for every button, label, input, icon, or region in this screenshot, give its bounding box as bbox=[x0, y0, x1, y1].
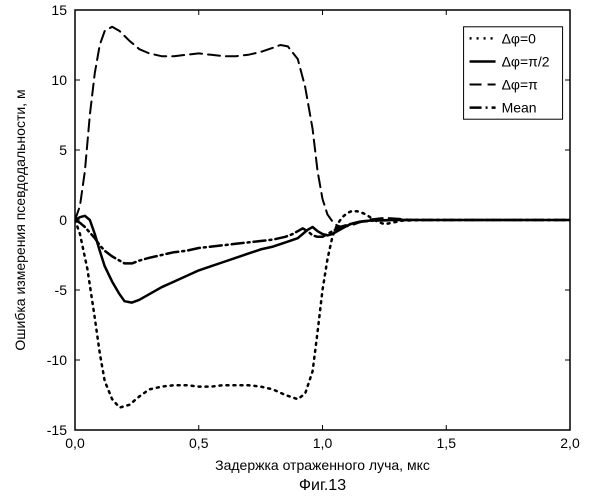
legend-label: Δφ=π bbox=[502, 77, 539, 93]
chart-svg: 0,0 0,5 1,0 1,5 2,0 -15 -10 -5 0 5 10 15 Задержка от… bbox=[0, 0, 598, 500]
y-axis-label: Ошибка измерения псевдодальности, м bbox=[12, 89, 28, 350]
y-tick-label: 15 bbox=[51, 2, 67, 18]
legend-label: Δφ=π/2 bbox=[502, 53, 550, 69]
y-tick-label: 5 bbox=[59, 142, 67, 158]
x-tick-label: 0,5 bbox=[189, 435, 209, 451]
y-tick-label: -10 bbox=[47, 352, 67, 368]
figure-caption: Фиг.13 bbox=[299, 477, 346, 494]
y-tick-label: 10 bbox=[51, 72, 67, 88]
x-tick-label: 0,0 bbox=[65, 435, 85, 451]
x-axis-label: Задержка отраженного луча, мкс bbox=[215, 457, 430, 473]
y-tick-label: 0 bbox=[59, 212, 67, 228]
y-tick-label: -15 bbox=[47, 422, 67, 438]
legend-label: Δφ=0 bbox=[502, 30, 537, 46]
legend-label: Mean bbox=[502, 100, 537, 116]
chart-container: 0,0 0,5 1,0 1,5 2,0 -15 -10 -5 0 5 10 15 Задержка от… bbox=[0, 0, 598, 500]
y-tick-label: -5 bbox=[55, 282, 68, 298]
x-tick-label: 1,5 bbox=[437, 435, 457, 451]
x-tick-label: 1,0 bbox=[313, 435, 333, 451]
x-tick-label: 2,0 bbox=[560, 435, 580, 451]
